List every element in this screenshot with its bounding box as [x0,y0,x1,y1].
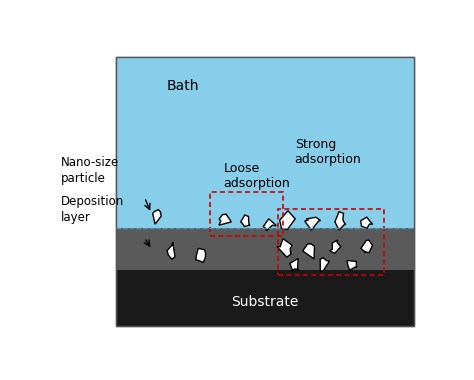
Polygon shape [277,239,292,257]
Polygon shape [320,258,329,271]
Bar [116,57,414,326]
Polygon shape [196,249,206,262]
Bar [116,228,414,270]
Text: Bath: Bath [167,79,199,93]
Polygon shape [290,258,299,271]
Polygon shape [153,210,161,224]
Polygon shape [219,214,231,225]
Polygon shape [330,240,341,253]
Text: Nano-size
particle: Nano-size particle [61,156,119,185]
Bar [116,270,414,326]
Polygon shape [305,217,320,230]
Text: Strong
adsorption: Strong adsorption [295,138,362,166]
Bar [210,192,283,236]
Bar [116,57,414,228]
Polygon shape [263,219,276,231]
Polygon shape [280,211,295,230]
Polygon shape [303,244,314,259]
Bar [278,209,384,276]
Polygon shape [335,212,346,230]
Polygon shape [241,215,250,226]
Text: Deposition
layer: Deposition layer [61,195,124,224]
Text: Substrate: Substrate [231,295,299,309]
Polygon shape [361,217,373,228]
Polygon shape [167,242,175,259]
Bar [116,57,414,326]
Polygon shape [347,260,356,270]
Polygon shape [361,240,373,253]
Text: Loose
adsorption: Loose adsorption [223,162,290,190]
